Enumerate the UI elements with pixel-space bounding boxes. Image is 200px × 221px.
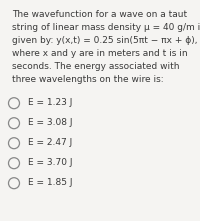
Text: given by: y(x,t) = 0.25 sin(5πt − πx + ϕ),: given by: y(x,t) = 0.25 sin(5πt − πx + ϕ… <box>12 36 198 45</box>
Text: E = 3.70 J: E = 3.70 J <box>28 158 72 167</box>
Text: where x and y are in meters and t is in: where x and y are in meters and t is in <box>12 49 188 58</box>
Text: seconds. The energy associated with: seconds. The energy associated with <box>12 62 180 71</box>
Text: E = 1.23 J: E = 1.23 J <box>28 98 72 107</box>
Text: E = 3.08 J: E = 3.08 J <box>28 118 72 127</box>
Text: E = 2.47 J: E = 2.47 J <box>28 138 72 147</box>
Text: string of linear mass density μ = 40 g/m is: string of linear mass density μ = 40 g/m… <box>12 23 200 32</box>
Text: The wavefunction for a wave on a taut: The wavefunction for a wave on a taut <box>12 10 187 19</box>
Text: three wavelengths on the wire is:: three wavelengths on the wire is: <box>12 75 164 84</box>
Text: E = 1.85 J: E = 1.85 J <box>28 178 72 187</box>
